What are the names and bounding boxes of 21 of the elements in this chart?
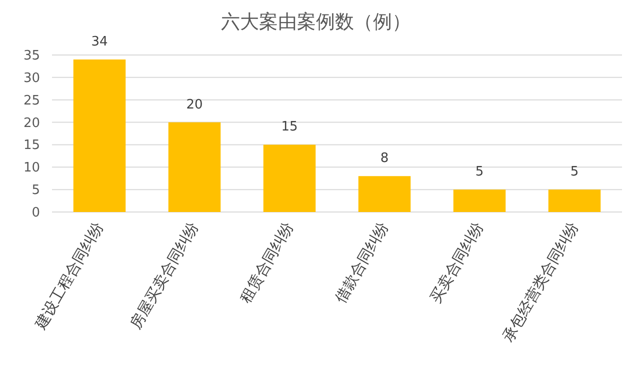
x-tick-label: 承包经营类合同纠纷: [498, 219, 582, 345]
data-label: 15: [281, 120, 298, 135]
y-tick-label: 5: [32, 183, 40, 198]
y-tick-label: 10: [23, 160, 40, 176]
x-tick-label: 建设工程合同纠纷: [30, 219, 107, 333]
data-label: 5: [570, 164, 579, 180]
chart-title: 六大案由案例数（例）: [221, 11, 411, 33]
y-tick-label: 30: [23, 70, 40, 86]
y-tick-label: 35: [23, 48, 40, 64]
data-label: 20: [186, 97, 203, 112]
y-tick-label: 20: [23, 116, 40, 131]
x-tick-label: 买卖合同纠纷: [426, 219, 487, 306]
y-tick-label: 25: [23, 93, 40, 108]
x-tick-label: 房屋买卖合同纠纷: [126, 219, 202, 332]
data-label: 8: [380, 151, 389, 166]
data-label: 5: [475, 164, 484, 180]
y-tick-label: 0: [32, 206, 40, 220]
x-tick-label: 借款合同纠纷: [331, 219, 392, 306]
x-tick-label: 租赁合同纠纷: [236, 219, 297, 306]
y-tick-label: 15: [23, 138, 40, 154]
data-label: 34: [91, 34, 108, 50]
